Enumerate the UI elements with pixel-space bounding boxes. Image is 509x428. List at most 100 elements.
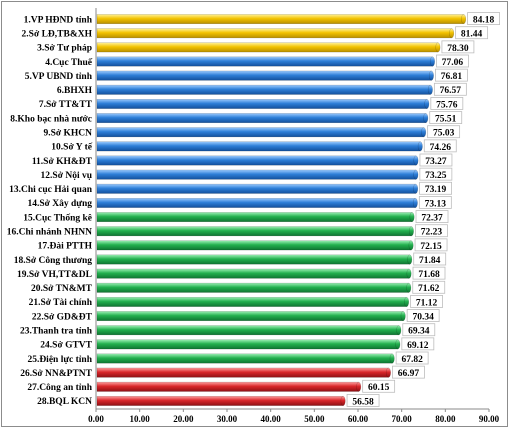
bar-end-cap (389, 353, 395, 364)
data-label: 67.82 (401, 355, 423, 365)
data-label: 84.18 (473, 15, 495, 25)
bar (96, 311, 404, 322)
data-label: 76.81 (441, 72, 463, 82)
data-label-box (441, 40, 475, 54)
data-label: 74.26 (430, 143, 452, 153)
x-tick-label: 80.00 (435, 414, 456, 424)
data-label: 71.84 (419, 256, 441, 266)
category-label: 21.Sở Tài chính (29, 298, 93, 308)
bar (96, 141, 421, 152)
data-label-box (423, 139, 457, 153)
data-label: 73.27 (425, 157, 447, 167)
category-label: 26.Sở NN&PTNT (20, 369, 92, 379)
data-label-box (402, 323, 436, 337)
bar-end-cap (356, 381, 362, 392)
data-label-box (410, 295, 443, 308)
bar (96, 268, 410, 279)
category-label: 15.Cục Thống kê (23, 212, 92, 223)
category-label: 17.Đài PTTH (38, 242, 93, 252)
bar (96, 296, 407, 307)
x-tick-label: 20.00 (173, 414, 194, 424)
bar-end-cap (428, 70, 434, 81)
data-label-box (412, 280, 446, 294)
bar-end-cap (409, 212, 415, 223)
data-label: 76.57 (440, 86, 462, 96)
bar (96, 14, 464, 25)
bar-end-cap (406, 268, 412, 279)
bar (96, 197, 416, 208)
data-label-box (435, 68, 468, 82)
category-label: 4.Cục Thuế (45, 57, 93, 68)
category-label: 25.Điện lực tỉnh (27, 355, 92, 365)
data-label-box (467, 12, 500, 25)
category-label: 24.Sở GTVT (40, 341, 92, 351)
data-label: 71.62 (418, 284, 440, 294)
data-label-box (436, 54, 469, 68)
bar (96, 240, 412, 251)
data-label: 56.58 (352, 397, 374, 407)
data-label-box (429, 111, 463, 124)
data-label: 73.13 (425, 199, 447, 209)
bar (96, 84, 431, 95)
bar (96, 282, 409, 293)
bar (96, 169, 417, 180)
data-label: 75.76 (436, 100, 458, 110)
data-label-box (362, 379, 396, 393)
category-label: 23.Thanh tra tỉnh (20, 327, 93, 337)
bar-end-cap (417, 141, 423, 152)
plot-area: 0.00 10.00 20.00 30.00 40.00 50.00 60.00 70.00 8… (7, 8, 500, 424)
bar-end-cap (385, 367, 391, 378)
bar (96, 155, 417, 166)
data-label: 81.44 (461, 30, 483, 40)
data-label-box (427, 125, 461, 139)
data-label-box (419, 153, 453, 167)
bar-end-cap (404, 296, 410, 307)
bar (96, 325, 400, 336)
x-tick-label: 60.00 (348, 414, 369, 424)
category-label: 14.Sở Xây dựng (27, 199, 92, 209)
data-label-box (415, 210, 449, 223)
data-label: 77.06 (442, 58, 464, 68)
bar-end-cap (396, 325, 402, 336)
bar (96, 113, 426, 124)
data-label: 71.12 (416, 298, 438, 308)
category-label: 12.Sở Nội vụ (41, 171, 93, 181)
data-label: 75.51 (435, 114, 457, 124)
bar (96, 127, 424, 138)
bar-end-cap (423, 113, 429, 124)
data-label: 71.68 (418, 270, 440, 280)
bar-end-cap (413, 155, 419, 166)
bar-end-cap (408, 240, 414, 251)
category-label: 3.Sở Tư pháp (37, 44, 92, 54)
data-label: 72.37 (421, 213, 443, 223)
data-label: 73.25 (425, 171, 447, 181)
bar (96, 70, 432, 81)
bar (96, 98, 428, 109)
x-tick-label: 10.00 (130, 414, 151, 424)
bar-end-cap (427, 84, 433, 95)
bar (96, 367, 389, 378)
bar (96, 212, 413, 223)
data-label-box (415, 224, 448, 238)
bar (96, 353, 393, 364)
data-label-box (419, 181, 452, 195)
category-label: 27.Công an tỉnh (27, 383, 92, 393)
data-label-box (455, 26, 489, 40)
category-label: 1.VP HĐND tỉnh (24, 15, 93, 25)
data-label: 78.30 (447, 44, 469, 54)
category-label: 13.Chi cục Hải quan (9, 185, 93, 195)
category-label: 10.Sở Y tế (51, 142, 92, 153)
bar (96, 28, 452, 39)
data-label: 70.34 (412, 312, 434, 322)
bar-end-cap (408, 226, 414, 237)
data-label-box (418, 196, 452, 209)
data-label: 69.34 (408, 327, 430, 337)
bar-end-cap (406, 282, 412, 293)
data-label: 72.23 (421, 228, 443, 238)
bar (96, 226, 412, 237)
category-label: 19.Sở VH,TT&DL (17, 270, 92, 280)
category-label: 6.BHXH (57, 86, 93, 96)
x-tick-label: 30.00 (217, 414, 238, 424)
